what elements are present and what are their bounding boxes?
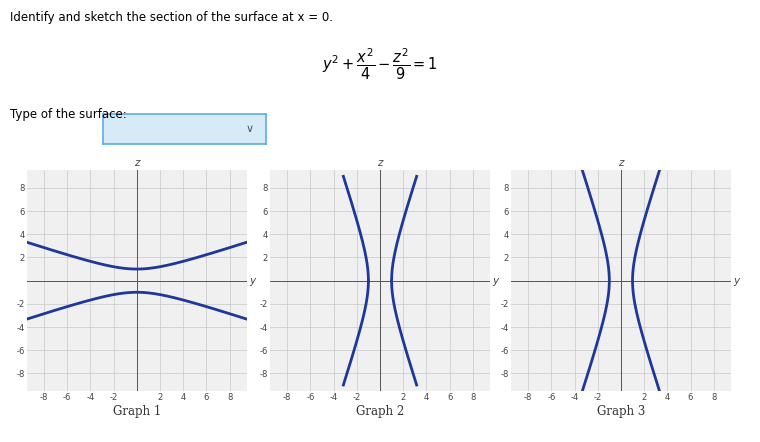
Text: Identify and sketch the section of the surface at x = 0.: Identify and sketch the section of the s… <box>10 11 333 24</box>
Text: Type of the surface:: Type of the surface: <box>10 108 127 121</box>
Text: $y^{2} + \dfrac{x^{2}}{4} - \dfrac{z^{2}}{9} = 1$: $y^{2} + \dfrac{x^{2}}{4} - \dfrac{z^{2}… <box>322 46 438 82</box>
Text: y: y <box>492 276 499 286</box>
Text: y: y <box>733 276 739 286</box>
Text: z: z <box>377 158 383 168</box>
Text: Graph 3: Graph 3 <box>597 405 645 418</box>
Text: Graph 1: Graph 1 <box>112 405 161 418</box>
Text: y: y <box>249 276 255 286</box>
Text: Graph 2: Graph 2 <box>356 405 404 418</box>
Text: z: z <box>134 158 140 168</box>
Text: z: z <box>618 158 624 168</box>
Text: ∨: ∨ <box>245 124 254 133</box>
